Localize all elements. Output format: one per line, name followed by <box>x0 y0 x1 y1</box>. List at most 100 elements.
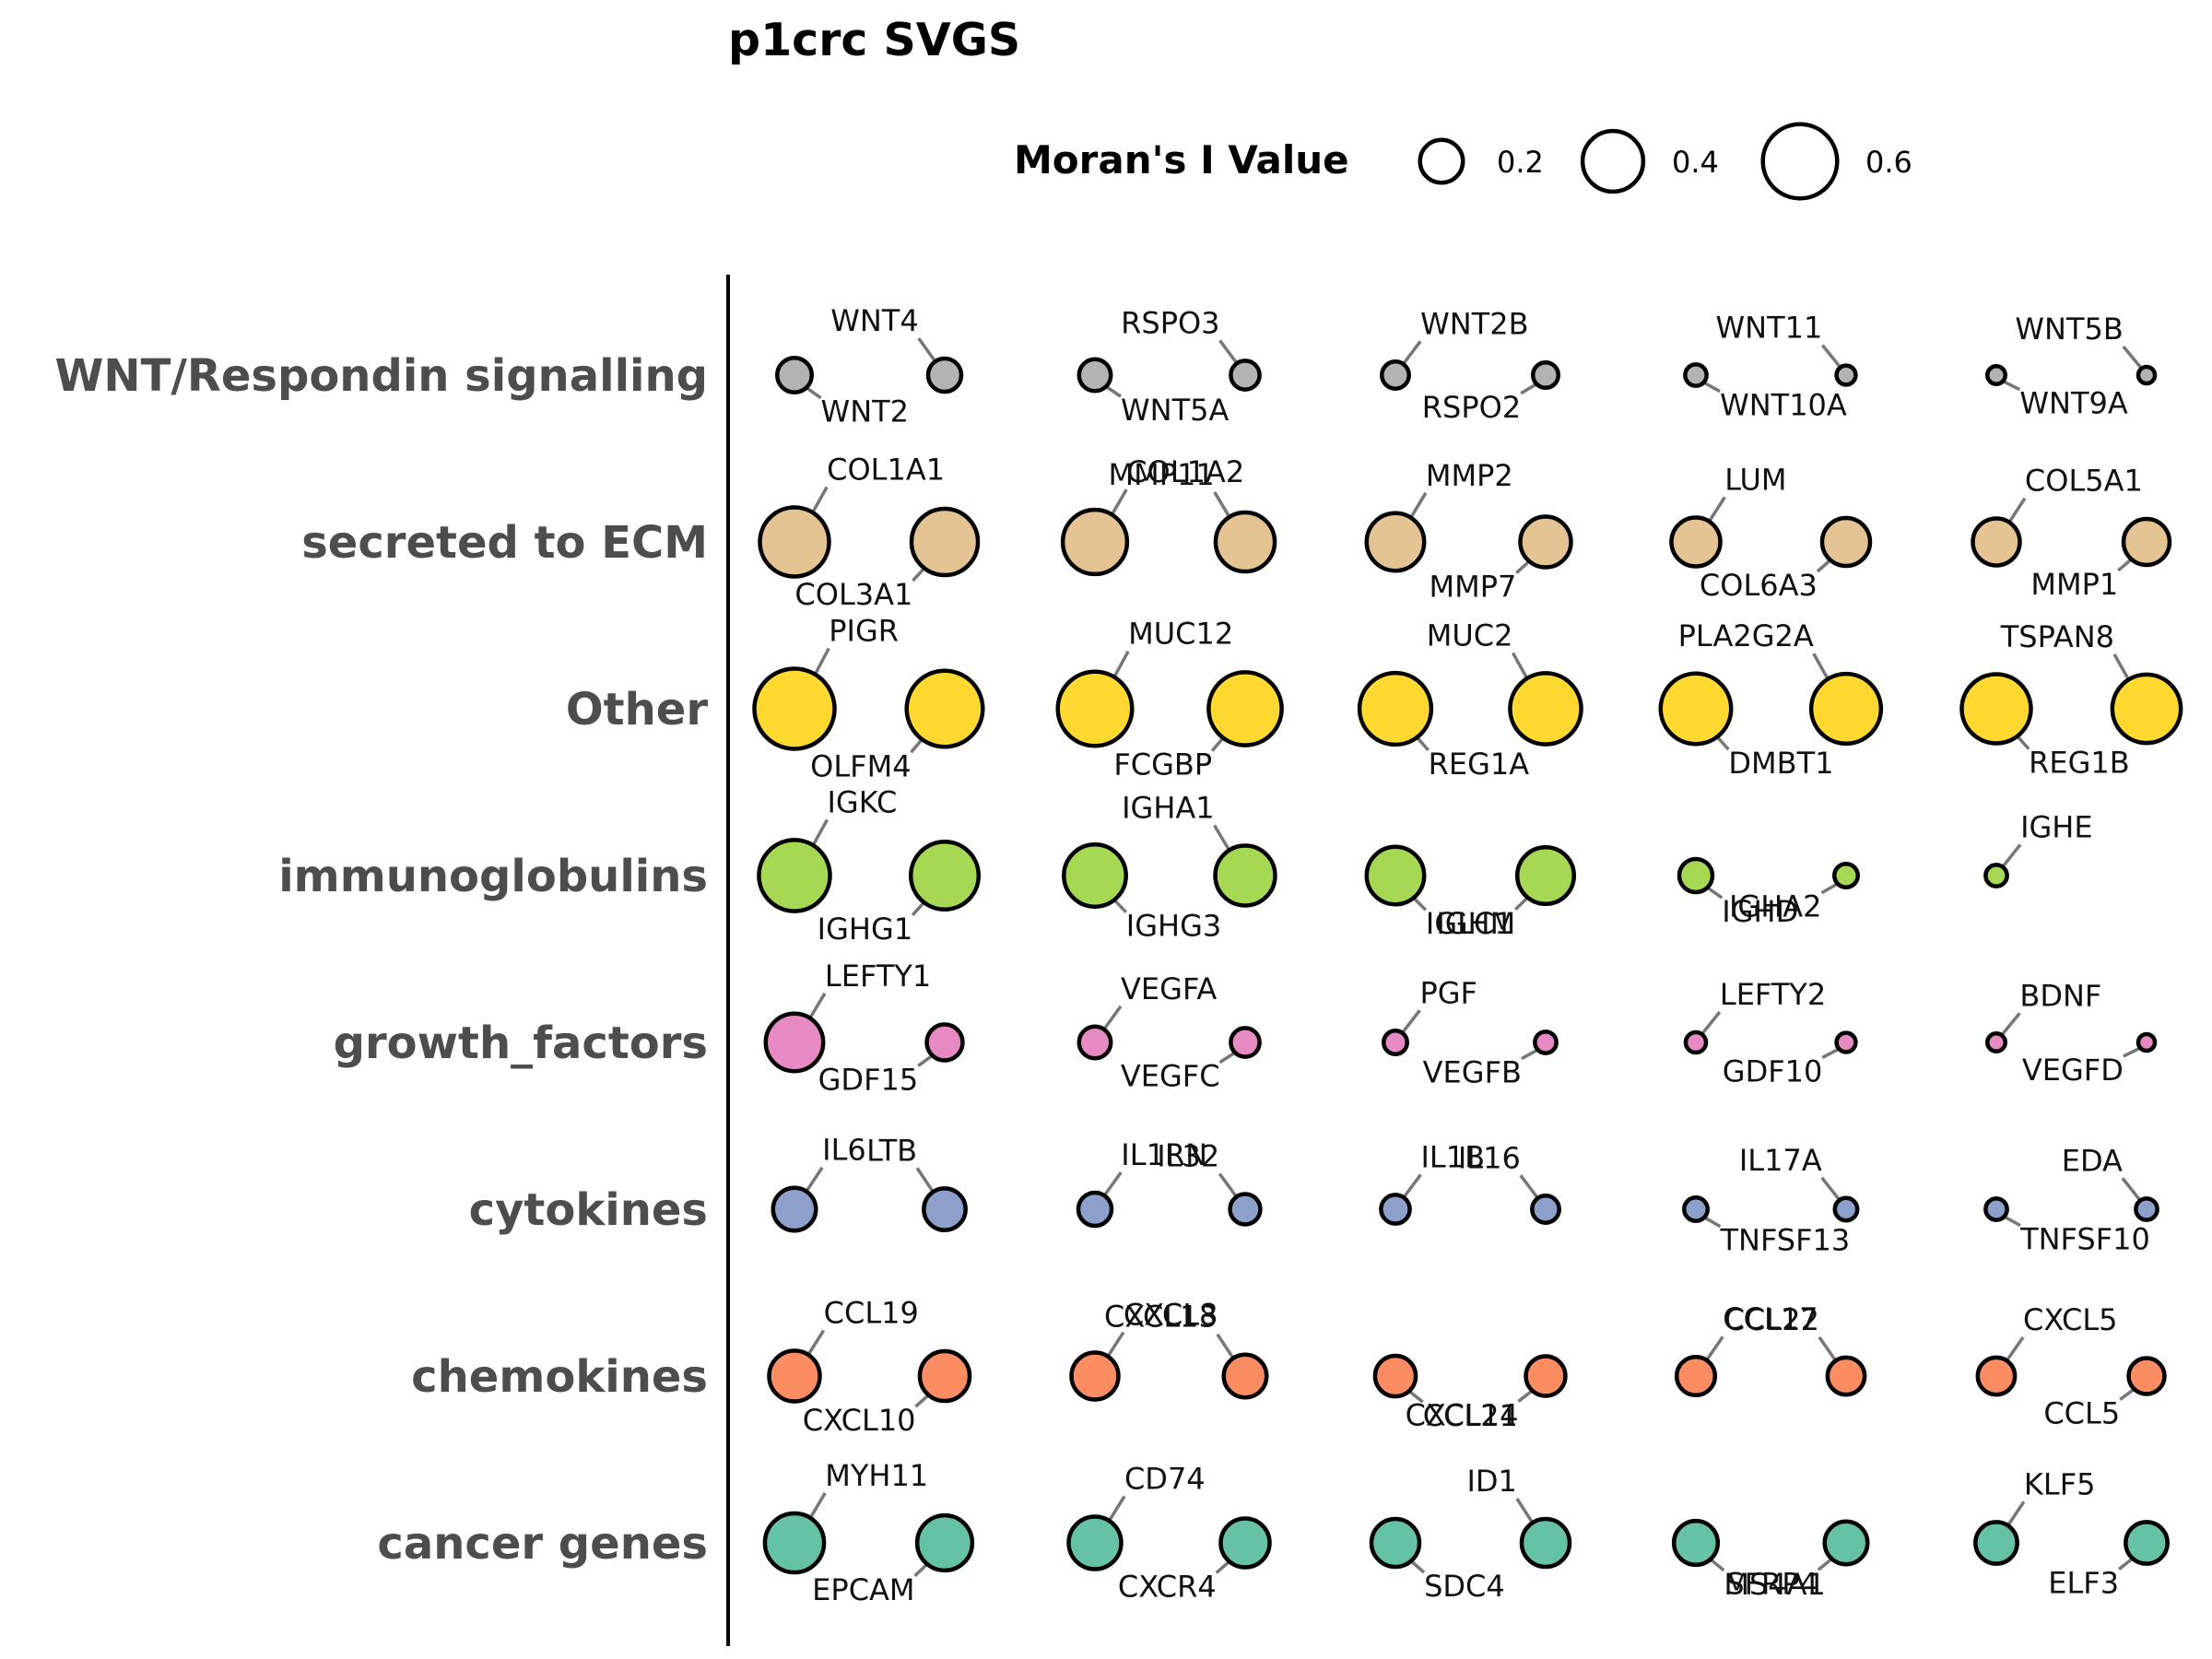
gene-label: IL1B <box>1420 1139 1485 1174</box>
gene-label: CXCL8 <box>1124 1298 1218 1333</box>
gene-label: CCL19 <box>824 1295 919 1330</box>
gene-label: COL3A1 <box>794 577 912 612</box>
gene-bubble <box>2134 1196 2159 1222</box>
gene-label: CCL21 <box>1423 1398 1518 1433</box>
gene-bubble <box>1379 1193 1412 1226</box>
gene-bubble <box>2124 1520 2170 1566</box>
gene-bubble <box>1658 671 1734 747</box>
gene-bubble <box>2126 1356 2167 1396</box>
gene-bubble <box>1674 1354 1718 1398</box>
gene-label: KLF5 <box>2024 1466 2096 1501</box>
gene-bubble <box>1973 1520 2019 1566</box>
gene-label: CXCL14 <box>1406 1397 1519 1432</box>
gene-label: COL6A3 <box>1700 568 1818 603</box>
gene-label: CCL5 <box>2043 1395 2120 1430</box>
gene-label: CXCR4 <box>1118 1570 1217 1605</box>
category-label: Other <box>566 684 708 735</box>
gene-label: IGHD <box>1722 894 1798 929</box>
gene-label: COL5A1 <box>2025 464 2143 499</box>
gene-bubble <box>917 1348 972 1404</box>
gene-bubble <box>1533 1030 1559 1055</box>
legend-circle <box>1580 128 1646 194</box>
gene-label: TNFSF10 <box>2019 1222 2150 1257</box>
gene-bubble <box>924 1022 965 1063</box>
gene-label: MMP11 <box>1109 457 1215 492</box>
gene-bubble <box>1530 1194 1561 1225</box>
gene-bubble <box>758 505 831 579</box>
gene-label: MMP7 <box>1429 570 1516 605</box>
gene-label: EPCAM <box>812 1572 914 1607</box>
gene-label: WNT4 <box>830 303 918 338</box>
gene-bubble <box>1808 671 1884 747</box>
gene-bubble <box>1055 669 1135 748</box>
legend-label: 0.4 <box>1672 145 1719 180</box>
gene-bubble <box>1213 843 1277 908</box>
gene-bubble <box>1077 1024 1113 1061</box>
gene-label: LUM <box>1724 462 1786 497</box>
category-label: growth_factors <box>334 1018 708 1069</box>
gene-bubble <box>752 666 837 751</box>
gene-label: IL17A <box>1739 1143 1822 1178</box>
gene-bubble <box>1959 672 2033 746</box>
gene-bubble <box>1832 862 1860 889</box>
gene-label: SDC4 <box>1424 1569 1505 1604</box>
gene-bubble <box>1066 1514 1124 1571</box>
gene-label: CD74 <box>1124 1462 1206 1497</box>
gene-bubble <box>1380 359 1411 391</box>
gene-bubble <box>1834 363 1858 387</box>
gene-bubble <box>1819 515 1873 569</box>
gene-bubble <box>1682 1195 1710 1223</box>
gene-bubble <box>1677 856 1715 895</box>
gene-label: VEGFB <box>1423 1055 1522 1090</box>
category-label: cancer genes <box>377 1518 708 1570</box>
gene-bubble <box>1206 670 1284 747</box>
gene-label: IGHA1 <box>1122 791 1215 826</box>
gene-bubble <box>1060 507 1130 577</box>
gene-label: GDF10 <box>1723 1053 1823 1088</box>
gene-label: IGKC <box>827 784 897 819</box>
legend-label: 0.2 <box>1497 145 1544 180</box>
category-label: WNT/Respondin signalling <box>54 350 708 402</box>
gene-label: MYH11 <box>825 1458 928 1493</box>
gene-label: MMP1 <box>2030 567 2118 602</box>
gene-bubble <box>2110 672 2183 746</box>
gene-label: OLFM4 <box>810 748 911 783</box>
gene-label: REG1B <box>2029 745 2130 780</box>
category-label: cytokines <box>469 1184 708 1236</box>
gene-bubble <box>763 1011 826 1074</box>
gene-bubble <box>1062 842 1128 909</box>
gene-bubble <box>2136 1031 2158 1053</box>
gene-label: GDF15 <box>818 1062 919 1097</box>
gene-label: ELF3 <box>2048 1566 2119 1601</box>
gene-bubble <box>757 838 832 913</box>
gene-label: PIGR <box>829 613 899 648</box>
category-label: immunoglobulins <box>278 851 708 902</box>
gene-bubble <box>1369 1516 1422 1570</box>
gene-label: CXCL10 <box>803 1403 916 1438</box>
gene-bubble <box>1825 1355 1867 1397</box>
legend-label: 0.6 <box>1865 145 1912 180</box>
gene-bubble <box>1213 510 1277 574</box>
gene-label: EDA <box>2062 1143 2123 1178</box>
gene-label: IGLC1 <box>1426 906 1513 941</box>
gene-label: SFRP4 <box>1725 1566 1818 1601</box>
gene-bubble <box>1382 1029 1409 1056</box>
gene-bubble <box>1229 359 1262 392</box>
gene-label: CCL22 <box>1724 1302 1819 1337</box>
gene-bubble <box>1985 364 2007 386</box>
gene-label: BDNF <box>2019 978 2101 1013</box>
legend-circle <box>1418 137 1465 185</box>
gene-label: TSPAN8 <box>2000 619 2114 654</box>
gene-label: ID1 <box>1466 1464 1516 1499</box>
size-legend: Moran's I Value 0.2 0.4 0.6 <box>1014 122 1912 201</box>
legend-circle <box>1760 122 1840 201</box>
gene-bubble <box>1683 1030 1709 1055</box>
category-row: chemokinesCCL19CXCL10CXCL8CXCL13CCL21CXC… <box>411 1295 2167 1438</box>
gene-bubble <box>1985 1031 2007 1053</box>
gene-bubble <box>922 1186 968 1232</box>
gene-label: DMBT1 <box>1728 746 1833 781</box>
gene-bubble <box>1683 362 1709 388</box>
